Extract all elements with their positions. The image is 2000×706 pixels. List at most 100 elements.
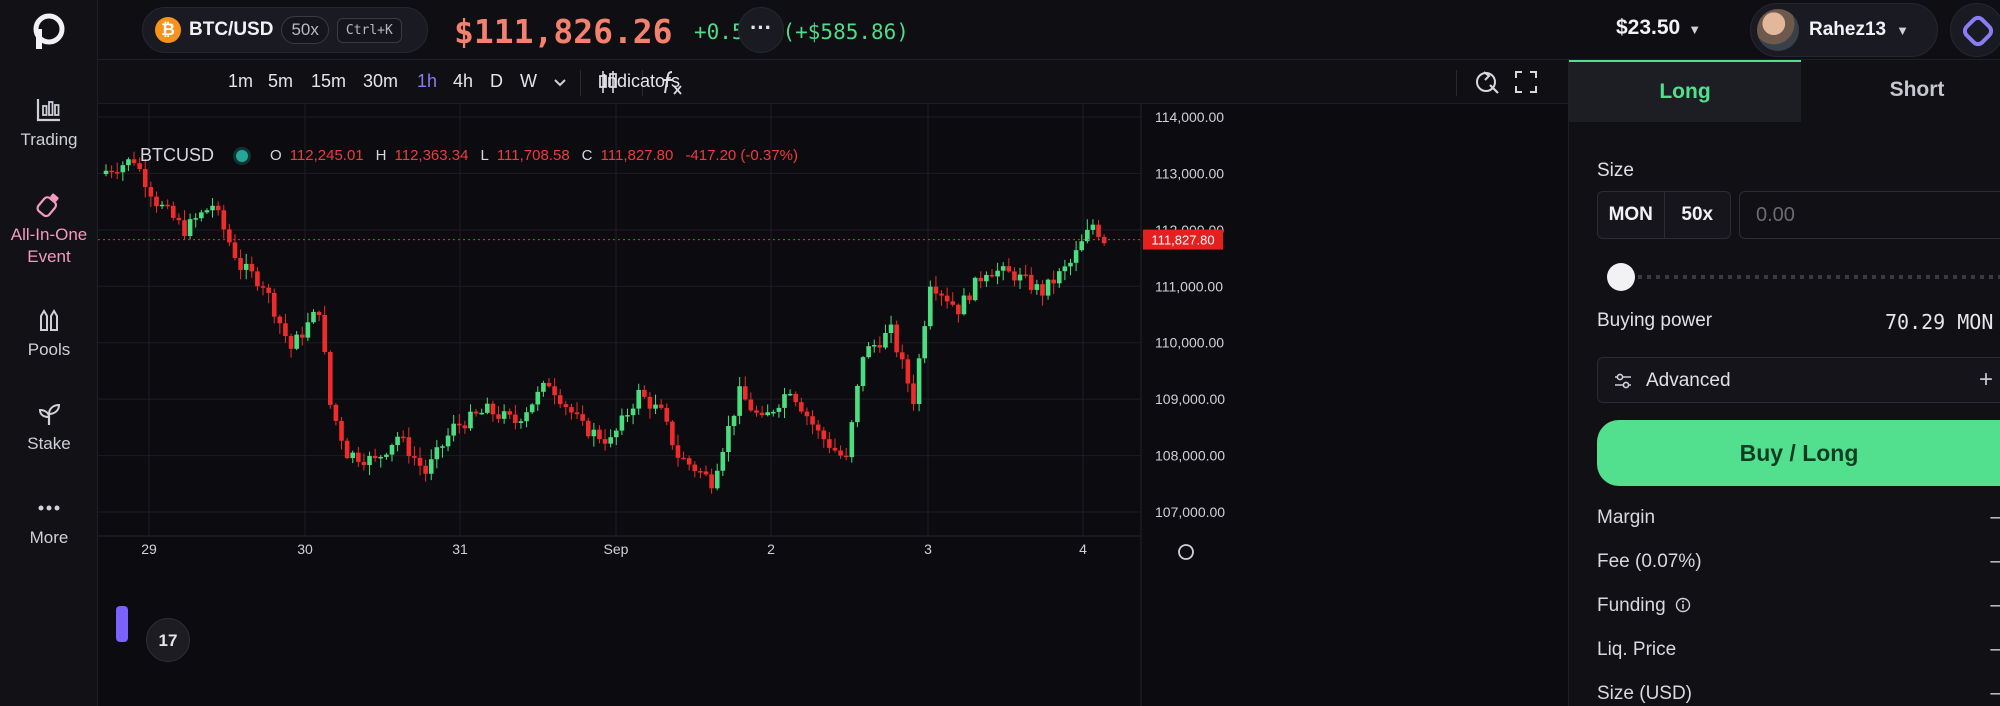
size-input[interactable] — [1739, 191, 2000, 239]
info-label: Fee (0.07%) — [1597, 551, 1702, 572]
candle-body — [978, 277, 984, 282]
candle-body — [1056, 271, 1062, 284]
timeframe-15m[interactable]: 15m — [311, 71, 347, 91]
info-value: – — [1990, 683, 2000, 704]
candle-body — [311, 311, 316, 323]
candle-body — [855, 385, 860, 423]
high-key: H — [375, 147, 387, 164]
y-tick-label: 114,000.00 — [1155, 109, 1224, 125]
candle-body — [361, 461, 367, 466]
pools-icon — [40, 309, 58, 331]
plus-icon: + — [1978, 366, 1993, 393]
candle-body — [956, 304, 961, 315]
sidebar-item-label: Trading — [20, 130, 78, 149]
candle-body — [776, 407, 782, 412]
timeframe-1m[interactable]: 1m — [228, 71, 254, 91]
candle-body — [305, 322, 311, 338]
candle-body — [569, 407, 574, 413]
timeframe-1h[interactable]: 1h — [417, 71, 438, 91]
tab-short[interactable]: Short — [1801, 60, 2000, 122]
collapse-panel-tab[interactable] — [116, 606, 128, 642]
tab-long[interactable]: Long — [1569, 60, 1801, 122]
info-value: – — [1990, 595, 2000, 616]
candle-body — [754, 410, 759, 413]
timeframe-5m[interactable]: 5m — [268, 71, 294, 91]
balance-selector[interactable]: $23.50 ▼ — [1616, 16, 1701, 40]
y-tick-label: 111,000.00 — [1155, 278, 1223, 294]
candle-body — [434, 447, 440, 460]
candle-body — [916, 358, 922, 404]
sidebar-item-trading[interactable]: Trading — [0, 96, 98, 150]
sidebar-item-label: All-In-One Event — [10, 225, 88, 266]
info-label: Liq. Price — [1597, 639, 1677, 660]
candle-body — [1079, 241, 1085, 251]
candle-body — [541, 382, 546, 392]
timeframe-w[interactable]: W — [520, 71, 537, 91]
indicators-fx-icon[interactable] — [658, 68, 686, 96]
sidebar-item-pools[interactable]: Pools — [0, 306, 98, 360]
candle-body — [838, 450, 843, 456]
price-chart[interactable]: 114,000.00113,000.00112,000.00111,000.00… — [98, 104, 1568, 706]
more-options-button[interactable]: ··· — [738, 7, 784, 53]
candle-body — [888, 324, 894, 333]
candle-body — [546, 382, 552, 387]
replay-icon[interactable] — [1474, 68, 1502, 96]
user-menu[interactable]: Rahez13 ▼ — [1750, 3, 1938, 57]
candle-body — [260, 286, 266, 288]
sidebar-item-more[interactable]: More — [0, 494, 98, 548]
wallet-button[interactable] — [1950, 3, 2000, 57]
candle-body — [815, 424, 821, 431]
timeframe-d[interactable]: D — [490, 71, 503, 91]
pair-selector[interactable]: ₿ BTC/USD 50x Ctrl+K — [142, 7, 428, 53]
candle-body — [922, 326, 927, 359]
x-tick-label: 4 — [1079, 541, 1087, 557]
candle-body — [574, 412, 580, 415]
timeframe-30m[interactable]: 30m — [363, 71, 399, 91]
fullscreen-icon[interactable] — [1512, 68, 1540, 96]
leverage-toggle[interactable]: 50x — [1663, 192, 1731, 238]
unit-toggle[interactable]: MON — [1608, 204, 1653, 225]
chart-toolbar: 1m 5m 15m 30m 1h 4h D W Indicators — [98, 60, 1568, 104]
indicators-button[interactable]: Indicators — [602, 71, 681, 91]
candle-body — [372, 456, 378, 459]
candle-body — [843, 455, 849, 458]
candle-body — [518, 421, 524, 423]
chevron-down-icon[interactable] — [546, 68, 574, 96]
buying-power-value: 70.29 MON — [1885, 310, 1994, 334]
candle-body — [714, 470, 720, 489]
candle-body — [748, 399, 754, 411]
candle-body — [507, 411, 513, 415]
candle-body — [350, 452, 356, 459]
advanced-section[interactable]: Advanced + — [1597, 357, 2000, 403]
candle-body — [400, 436, 406, 439]
timeframe-4h[interactable]: 4h — [453, 71, 474, 91]
candlestick-chart[interactable]: 114,000.00113,000.00112,000.00111,000.00… — [98, 104, 1568, 706]
candle-body — [726, 425, 731, 453]
size-slider-track[interactable] — [1611, 275, 2000, 279]
y-tick-label: 110,000.00 — [1155, 335, 1224, 351]
candle-body — [283, 323, 288, 337]
tradingview-logo-icon[interactable]: 17 — [146, 618, 190, 662]
app-logo-icon[interactable] — [28, 12, 68, 52]
candle-body — [114, 172, 120, 174]
candle-body — [137, 163, 142, 170]
candle-body — [911, 383, 916, 404]
sidebar-item-stake[interactable]: Stake — [0, 400, 98, 454]
candle-style-icon[interactable] — [594, 68, 622, 96]
candle-body — [709, 474, 714, 489]
candle-body — [928, 286, 933, 327]
candle-body — [827, 439, 832, 448]
candle-body — [984, 274, 989, 282]
sidebar-item-event[interactable]: All-In-One Event — [0, 190, 98, 268]
last-price-label: 111,827.80 — [1151, 233, 1214, 248]
info-row-size-usd: Size (USD) – — [1597, 683, 2000, 705]
info-icon[interactable] — [1675, 597, 1691, 613]
buy-long-button[interactable]: Buy / Long — [1597, 420, 2000, 486]
info-label: Funding — [1597, 595, 1666, 616]
candle-body — [182, 220, 187, 237]
size-slider-thumb[interactable] — [1607, 263, 1635, 291]
hexagon-icon — [1962, 15, 1994, 47]
x-tick-label: 2 — [767, 541, 775, 557]
gear-icon[interactable] — [1178, 544, 1194, 560]
candle-body — [513, 414, 518, 423]
